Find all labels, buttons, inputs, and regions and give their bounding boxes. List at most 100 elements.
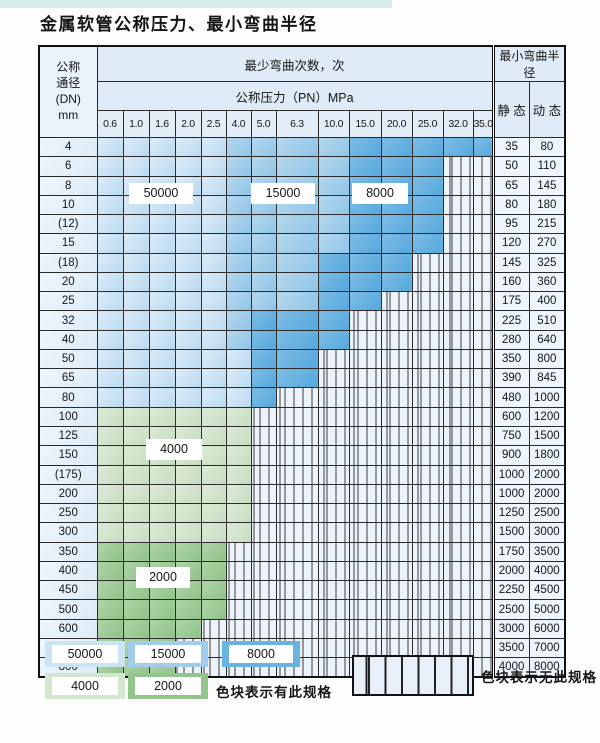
spec-cell [225,194,252,216]
spec-cell [250,425,277,447]
spec-cell [472,310,494,331]
spec-cell [380,387,413,408]
spec-cell [348,291,382,312]
spec-cell [275,214,319,235]
pressure-header: 公称压力（PN）MPa [96,81,494,111]
spec-cell [472,580,494,601]
spec-cell [348,136,382,158]
spec-cell [472,214,494,235]
spec-cell [472,503,494,524]
spec-cell [275,310,319,331]
dn-header-line: 通径 [56,76,81,91]
legend-value: 50000 [52,645,118,663]
spec-cell [348,445,382,466]
dynamic-cell: 1500 [528,425,566,447]
spec-cell [96,310,124,331]
static-cell: 1500 [491,522,530,543]
spec-cell [380,214,413,235]
dynamic-cell: 2500 [528,503,566,524]
spec-cell [442,233,474,254]
static-cell: 50 [491,156,530,177]
pressure-column-header: 1.6 [148,110,176,138]
spec-cell [380,252,413,273]
table-row: 400 2000 4000 [38,560,566,582]
spec-cell [174,387,202,408]
dn-cell: 350 [38,541,98,562]
spec-cell [200,483,227,505]
dn-header-line: 公称 [56,60,81,75]
spec-cell [442,348,474,370]
bend-cycles-header: 最少弯曲次数，次 [96,45,494,82]
spec-cell [225,271,252,293]
spec-cell [275,445,319,466]
spec-cell [472,406,494,427]
spec-cell [442,483,474,505]
spec-cell [122,156,150,177]
spec-cell [250,464,277,485]
spec-cell [225,445,252,466]
spec-cell [225,503,252,524]
spec-cell [275,522,319,543]
spec-cell [122,271,150,293]
dynamic-cell: 4000 [528,560,566,582]
spec-cell [200,445,227,466]
dn-cell: 25 [38,291,98,312]
spec-cell [317,541,350,562]
static-header: 静 态 [491,81,530,138]
page-top-strip [0,0,392,8]
spec-cell [148,368,176,389]
spec-cell [225,580,252,601]
spec-cell [348,156,382,177]
spec-cell [317,580,350,601]
spec-cell [225,464,252,485]
dn-cell: 4 [38,136,98,158]
spec-cell [174,503,202,524]
spec-cell [472,522,494,543]
spec-cell [225,599,252,620]
spec-cell [96,368,124,389]
legend-value: 15000 [135,645,201,663]
spec-cell [250,599,277,620]
spec-cell [122,368,150,389]
spec-cell [200,310,227,331]
dn-cell: 300 [38,522,98,543]
spec-cell [96,560,124,582]
spec-cell [174,522,202,543]
dynamic-cell: 510 [528,310,566,331]
dn-cell: 125 [38,425,98,447]
spec-cell [200,233,227,254]
spec-cell [317,445,350,466]
spec-cell [317,387,350,408]
spec-cell [275,503,319,524]
legend-value: 8000 [229,645,293,663]
spec-cell [411,599,444,620]
spec-cell [380,445,413,466]
spec-cell [225,560,252,582]
spec-cell [275,233,319,254]
dynamic-cell: 360 [528,271,566,293]
spec-cell [411,348,444,370]
spec-cell [380,464,413,485]
spec-cell [122,252,150,273]
pressure-column-header: 1.0 [122,110,150,138]
spec-cell [275,580,319,601]
pressure-column-header: 4.0 [225,110,252,138]
spec-cell [275,136,319,158]
spec-cell [250,503,277,524]
legend-no-spec-swatch [352,655,474,696]
spec-cell [122,599,150,620]
spec-cell [96,406,124,427]
dn-header-line: (DN) [55,92,81,106]
table-row: 65 390 845 [38,368,566,389]
table-row: 350 1750 3500 [38,541,566,562]
spec-cell [250,406,277,427]
table-row: 500 2500 5000 [38,599,566,620]
spec-cell [442,560,474,582]
spec-cell [174,233,202,254]
spec-cell [348,541,382,562]
pressure-column-header: 20.0 [380,110,413,138]
spec-cell [442,464,474,485]
dynamic-cell: 7000 [528,637,566,659]
table-body: 4 35 80 6 50 110 8 65 145 10 80 180 (12) 95 215 15 120 27… [38,136,566,678]
spec-cell [472,464,494,485]
